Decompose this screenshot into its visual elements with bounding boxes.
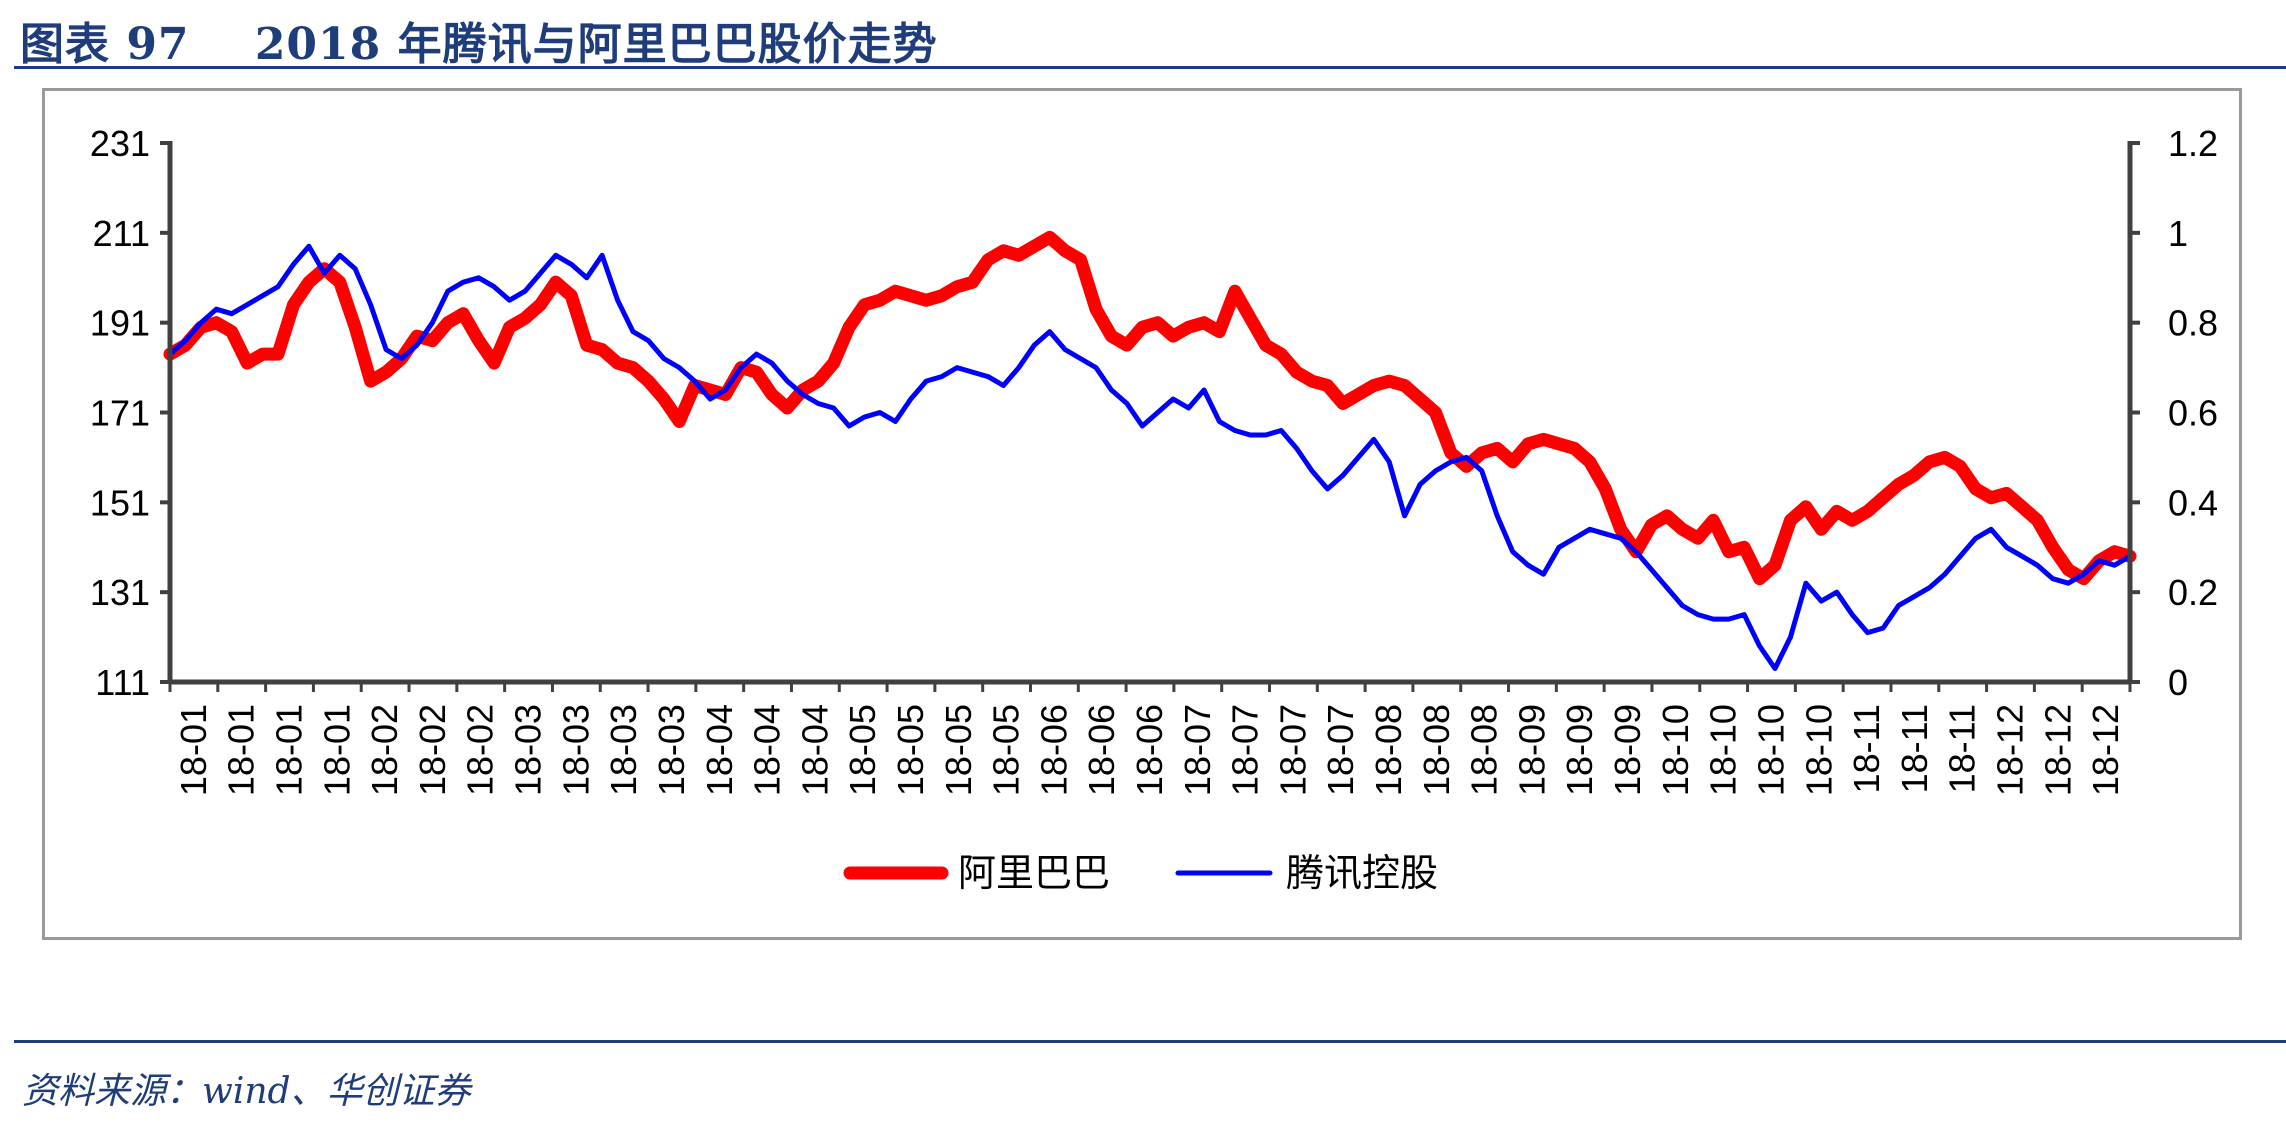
legend-label-alibaba: 阿里巴巴 — [958, 851, 1110, 895]
footer-rule — [14, 1040, 2286, 1043]
x-axis-tick-label: 18-06 — [1033, 704, 1074, 796]
x-axis-tick-label: 18-04 — [794, 704, 835, 796]
left-axis-tick-label: 131 — [90, 572, 150, 613]
x-axis-tick-label: 18-01 — [221, 704, 262, 796]
right-axis-tick-label: 0.8 — [2168, 303, 2218, 344]
x-axis-tick-label: 18-10 — [1751, 704, 1792, 796]
source-note: 资料来源：wind、华创证券 — [22, 1071, 471, 1112]
x-axis-tick-label: 18-11 — [1894, 704, 1935, 793]
x-axis-tick-label: 18-07 — [1320, 704, 1361, 796]
left-axis-tick-label: 231 — [90, 123, 150, 164]
x-axis-tick-label: 18-03 — [603, 704, 644, 796]
title-rule — [14, 66, 2286, 69]
x-axis-tick-label: 18-11 — [1942, 704, 1983, 793]
x-axis-tick-label: 18-07 — [1272, 704, 1313, 796]
left-axis-tick-label: 111 — [95, 662, 150, 703]
x-axis-tick-label: 18-03 — [508, 704, 549, 796]
x-axis-tick-label: 18-02 — [412, 704, 453, 796]
x-axis-tick-label: 18-09 — [1607, 704, 1648, 796]
x-axis-tick-label: 18-04 — [747, 704, 788, 796]
x-axis-tick-label: 18-10 — [1703, 704, 1744, 796]
right-axis-tick-label: 1.2 — [2168, 123, 2218, 164]
x-axis-tick-label: 18-08 — [1416, 704, 1457, 796]
x-axis-tick-label: 18-05 — [890, 704, 931, 796]
left-axis-tick-label: 211 — [93, 213, 150, 254]
x-axis-tick-label: 18-09 — [1511, 704, 1552, 796]
x-axis-tick-label: 18-08 — [1464, 704, 1505, 796]
left-axis-tick-label: 191 — [90, 303, 150, 344]
x-axis-tick-label: 18-09 — [1559, 704, 1600, 796]
x-axis-tick-label: 18-05 — [938, 704, 979, 796]
x-axis-tick-label: 18-01 — [269, 704, 310, 796]
x-axis-tick-label: 18-06 — [1081, 704, 1122, 796]
x-axis-tick-label: 18-03 — [555, 704, 596, 796]
x-axis-tick-label: 18-01 — [173, 704, 214, 796]
left-axis-tick-label: 151 — [90, 482, 150, 523]
x-axis-tick-label: 18-02 — [460, 704, 501, 796]
x-axis-tick-label: 18-10 — [1798, 704, 1839, 796]
chart-frame — [42, 88, 2242, 940]
x-axis-tick-label: 18-01 — [316, 704, 357, 796]
tencent-series-line — [167, 243, 2133, 671]
plot-area — [163, 230, 2137, 671]
right-axis-tick-label: 0 — [2168, 662, 2188, 703]
line-chart: 231 211 191 171 151 131 111 1.2 1 0.8 0.6 0.4 0.2 0 18… — [90, 123, 2218, 895]
right-axis-tick-label: 0.4 — [2168, 482, 2218, 523]
x-axis-tick-label: 18-07 — [1177, 704, 1218, 796]
x-axis-tick-label: 18-04 — [699, 704, 740, 796]
figure-title: 图表 97 2018 年腾讯与阿里巴巴股价走势 — [20, 19, 938, 70]
x-axis-tick-label: 18-10 — [1655, 704, 1696, 796]
x-axis-tick-label: 18-06 — [1129, 704, 1170, 796]
left-axis-tick-label: 171 — [90, 393, 150, 434]
right-axis-tick-label: 0.2 — [2168, 572, 2218, 613]
x-axis-tick-label: 18-05 — [986, 704, 1027, 796]
x-axis-tick-label: 18-03 — [651, 704, 692, 796]
axes: 231 211 191 171 151 131 111 1.2 1 0.8 0.6 0.4 0.2 0 18… — [90, 123, 2218, 796]
right-axis-tick-label: 1 — [2168, 213, 2188, 254]
x-axis-tick-label: 18-12 — [2037, 704, 2078, 796]
x-axis-tick-label: 18-05 — [842, 704, 883, 796]
alibaba-series-line — [163, 230, 2137, 586]
x-axis-tick-label: 18-08 — [1368, 704, 1409, 796]
x-axis-tick-label: 18-07 — [1225, 704, 1266, 796]
x-axis-tick-label: 18-12 — [1990, 704, 2031, 796]
x-axis-tick-label: 18-02 — [364, 704, 405, 796]
legend-label-tencent: 腾讯控股 — [1286, 851, 1438, 895]
x-axis-tick-label: 18-11 — [1846, 704, 1887, 793]
x-axis-tick-label: 18-12 — [2085, 704, 2126, 796]
legend: 阿里巴巴 腾讯控股 — [843, 851, 1438, 895]
right-axis-tick-label: 0.6 — [2168, 393, 2218, 434]
